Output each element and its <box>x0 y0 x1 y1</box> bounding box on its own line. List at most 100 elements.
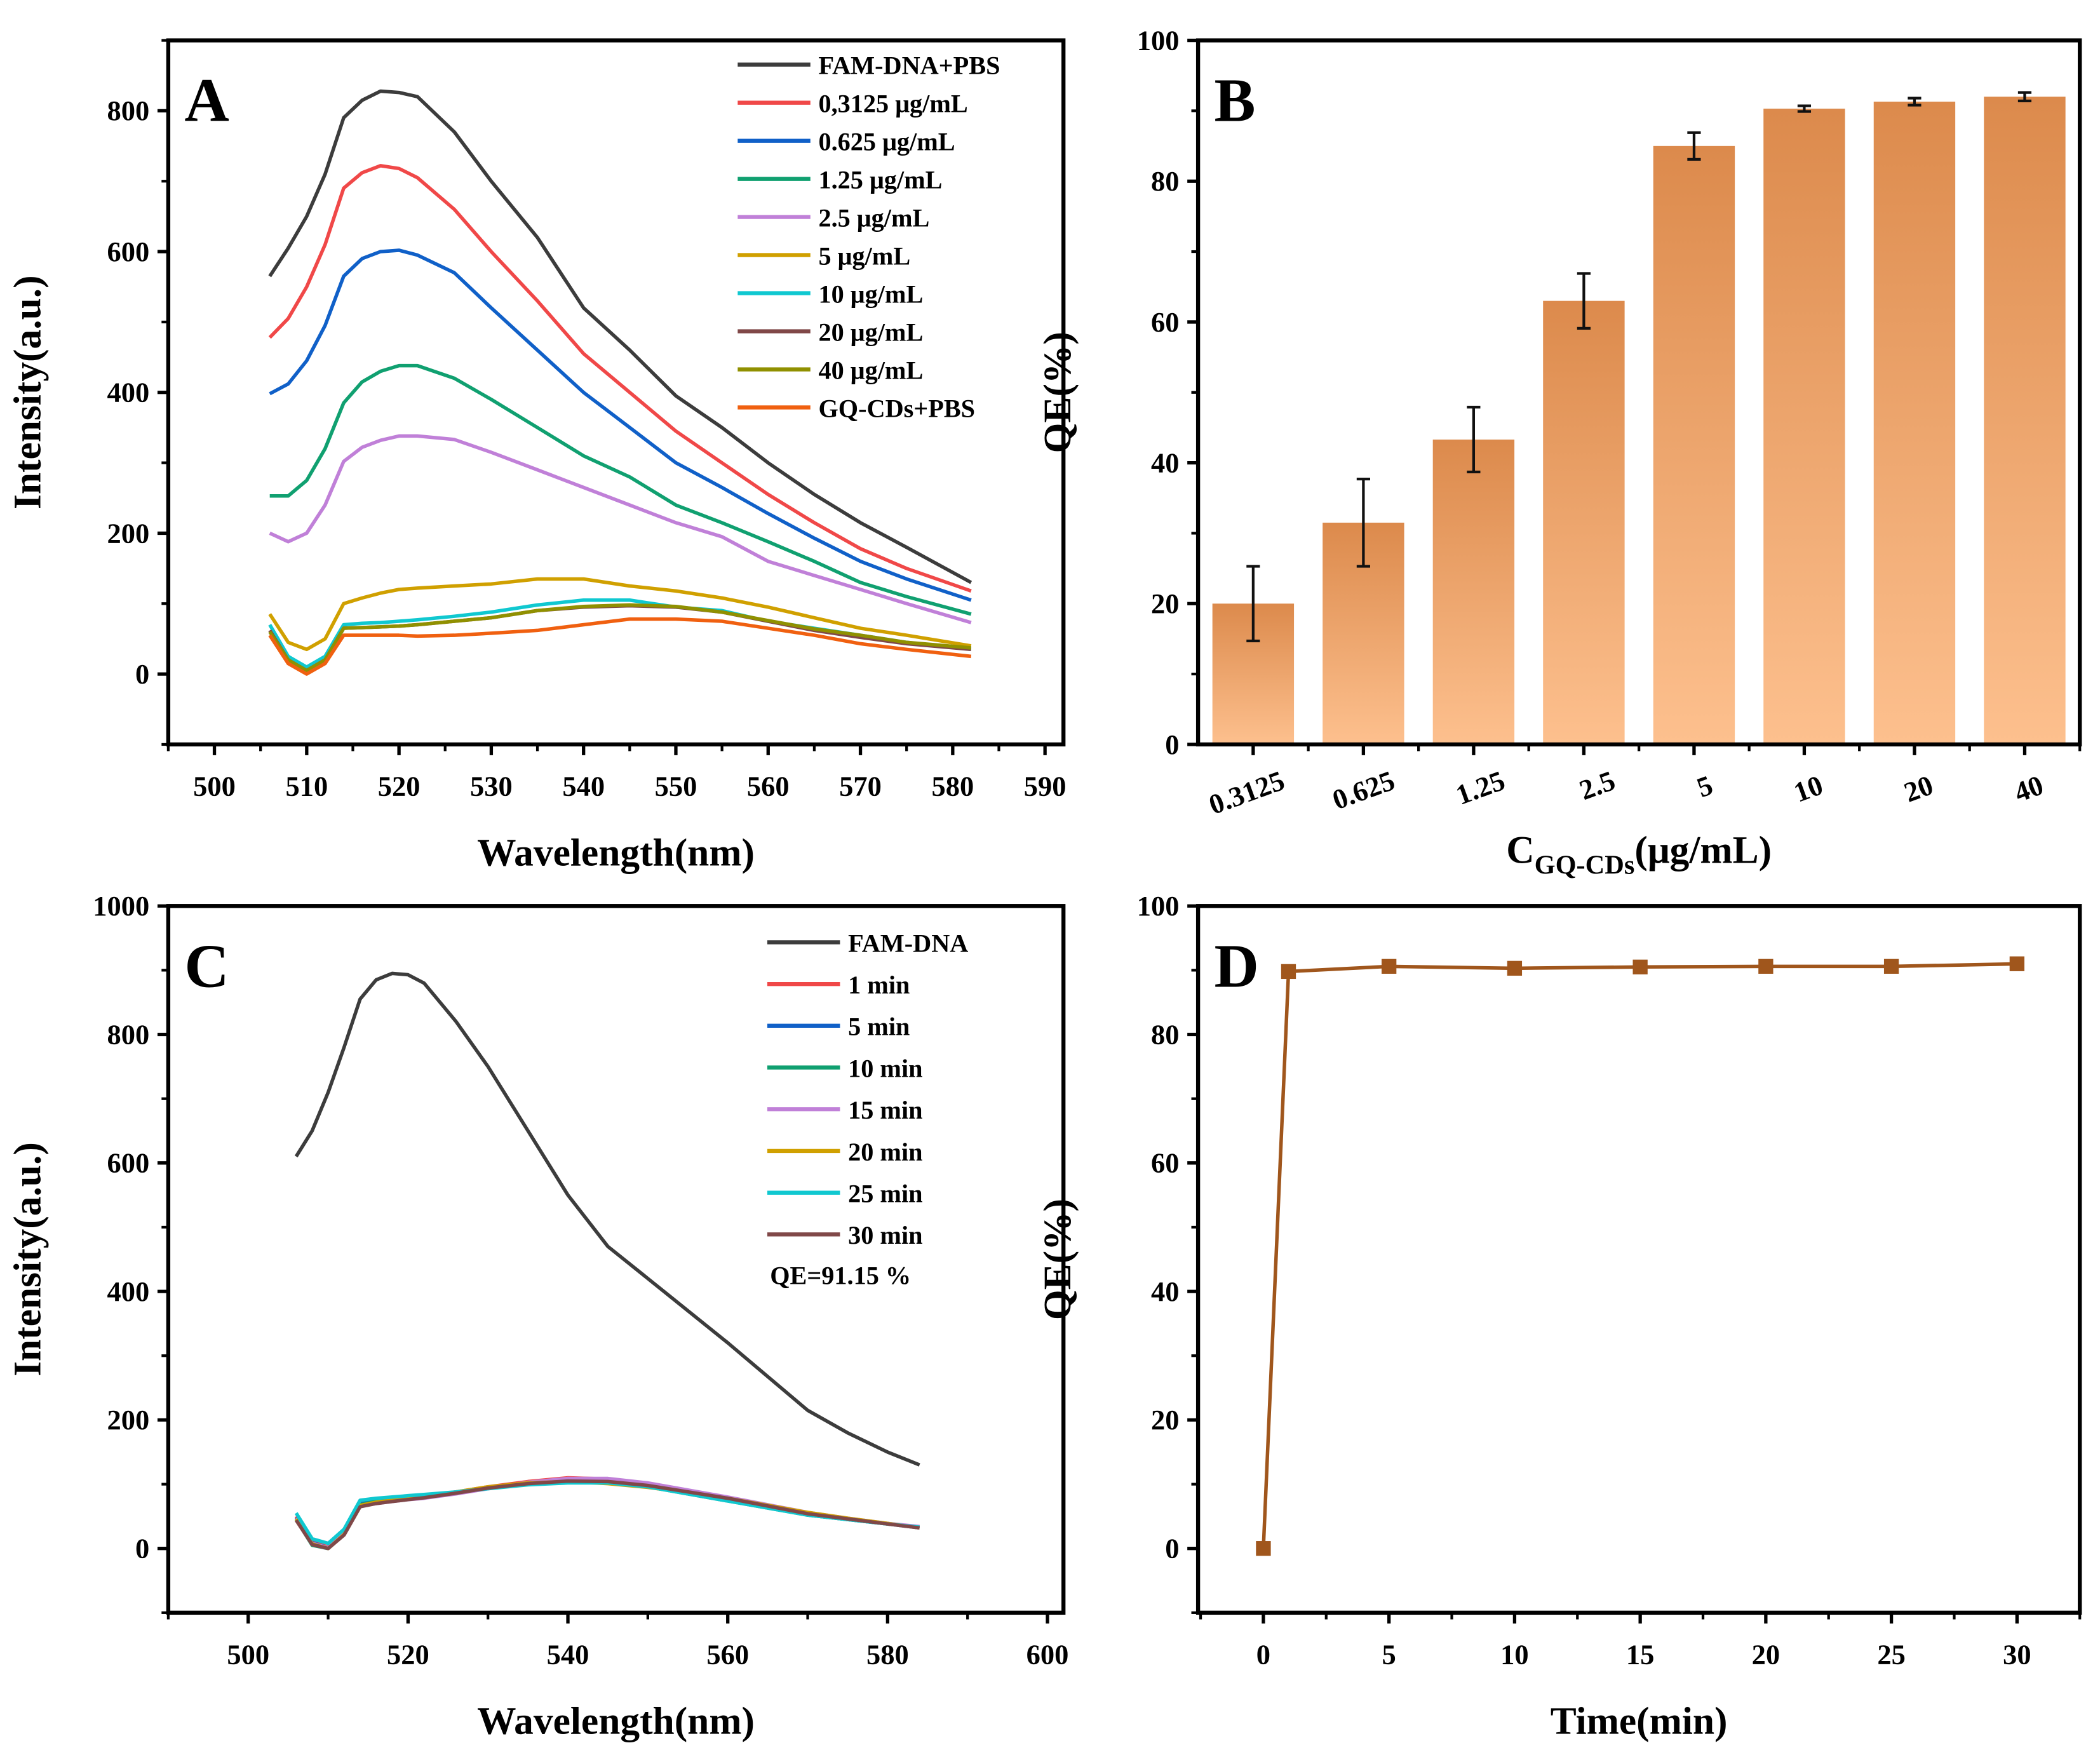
y-tick-label: 20 <box>1151 588 1180 619</box>
qe-annotation: QE=91.15 % <box>770 1262 911 1290</box>
bar <box>1763 109 1845 744</box>
x-tick-label: 510 <box>285 770 328 802</box>
x-axis-title: Wavelength(nm) <box>477 1700 755 1743</box>
legend-label: 20 min <box>848 1138 922 1166</box>
legend-label: 25 min <box>848 1179 922 1208</box>
legend-label: FAM-DNA+PBS <box>818 51 1000 80</box>
x-axis-title: CGQ-CDs(μg/mL) <box>1506 828 1772 880</box>
y-axis-title: Intensity(a.u.) <box>6 275 50 509</box>
x-axis-title-main: C <box>1506 828 1534 872</box>
x-tick-label: 15 <box>1626 1638 1655 1670</box>
y-tick-label: 600 <box>107 1147 149 1179</box>
panel-A: 0 200 400 600 800 500 510 520 530 540 550 560 570 580… <box>6 38 1067 875</box>
x-tick-label: 560 <box>747 770 790 802</box>
data-point <box>2009 956 2024 971</box>
legend-label: GQ-CDs+PBS <box>818 394 975 422</box>
panel-D: 0 20 40 60 80 100 0 5 10 15 20 25 30 D QE(%) Time(min) <box>1036 890 2082 1743</box>
series-line <box>294 971 920 1467</box>
y-tick-label: 40 <box>1151 1275 1180 1307</box>
y-tick-label: 200 <box>107 1404 149 1436</box>
series-line <box>1262 962 2017 1549</box>
legend-label: 5 min <box>848 1013 910 1041</box>
x-tick-label: 20 <box>1752 1638 1780 1670</box>
x-tick-label: 20 <box>1900 769 1937 808</box>
x-axis-title-sub: GQ-CDs <box>1535 850 1635 880</box>
x-tick-label: 590 <box>1024 770 1067 802</box>
y-tick-label: 100 <box>1137 24 1180 56</box>
panel-letter: C <box>184 932 229 1000</box>
x-tick-label: 30 <box>2003 1638 2031 1670</box>
x-tick-label: 10 <box>1789 769 1827 808</box>
x-tick-label: 550 <box>655 770 697 802</box>
data-point <box>1281 964 1296 979</box>
series-line <box>268 617 972 676</box>
panel-letter: D <box>1215 932 1259 1000</box>
x-tick-label: 500 <box>227 1638 269 1670</box>
y-tick-label: 200 <box>107 517 149 549</box>
legend: FAM-DNA 1 min 5 min 10 min 15 min 20 min 25 mi… <box>767 929 968 1249</box>
x-tick-label: 0.3125 <box>1204 764 1288 821</box>
series-line <box>268 164 972 593</box>
data-point <box>1883 959 1899 974</box>
y-tick-label: 0 <box>135 1533 149 1565</box>
series-line <box>268 603 972 673</box>
legend-label: 20 μg/mL <box>818 318 923 346</box>
x-axis-title-unit: (μg/mL) <box>1634 828 1772 872</box>
x-tick-label: 520 <box>387 1638 429 1670</box>
legend-label: 0.625 μg/mL <box>818 128 955 156</box>
y-tick-label: 60 <box>1151 306 1180 338</box>
x-tick-label: 0.625 <box>1328 764 1399 816</box>
y-tick-label: 80 <box>1151 1018 1180 1050</box>
legend-label: FAM-DNA <box>848 929 968 957</box>
data-point <box>1256 1541 1271 1556</box>
y-axis-title: QE(%) <box>1036 1199 1079 1320</box>
x-tick-label: 40 <box>2010 769 2047 808</box>
data-point <box>1382 959 1397 974</box>
legend-label: 10 min <box>848 1054 922 1082</box>
x-tick-label: 10 <box>1500 1638 1528 1670</box>
series-line <box>294 1479 920 1551</box>
series-line <box>268 89 973 584</box>
x-tick-label: 600 <box>1026 1638 1069 1670</box>
y-tick-label: 400 <box>107 377 149 408</box>
panel-letter: A <box>184 67 229 135</box>
data-point <box>1758 959 1774 974</box>
series-line <box>294 1481 920 1545</box>
series-line <box>294 1476 920 1549</box>
x-tick-label: 5 <box>1693 769 1717 804</box>
bar <box>1432 440 1515 744</box>
y-tick-label: 60 <box>1151 1147 1180 1179</box>
legend-label: 5 μg/mL <box>818 241 910 270</box>
x-tick-label: 540 <box>562 770 605 802</box>
x-axis-title: Time(min) <box>1551 1700 1728 1743</box>
legend-label: 15 min <box>848 1096 922 1124</box>
x-tick-label: 560 <box>706 1638 749 1670</box>
legend: FAM-DNA+PBS 0,3125 μg/mL 0.625 μg/mL 1.25 μ… <box>737 51 1000 422</box>
x-tick-label: 1.25 <box>1451 764 1509 811</box>
y-tick-label: 100 <box>1137 890 1180 922</box>
x-tick-label: 520 <box>378 770 421 802</box>
y-axis-title: QE(%) <box>1036 332 1079 453</box>
x-tick-label: 500 <box>193 770 236 802</box>
series-line <box>269 434 972 624</box>
x-tick-label: 0 <box>1256 1638 1270 1670</box>
bar <box>1984 97 2066 744</box>
legend-label: 1.25 μg/mL <box>818 165 942 194</box>
legend-label: 2.5 μg/mL <box>818 203 929 232</box>
series-line <box>269 363 972 616</box>
x-tick-label: 540 <box>547 1638 589 1670</box>
y-tick-label: 40 <box>1151 447 1180 478</box>
bar <box>1653 145 1735 744</box>
y-tick-label: 80 <box>1151 165 1180 197</box>
y-tick-label: 800 <box>107 95 149 126</box>
y-tick-label: 0 <box>1165 1533 1179 1565</box>
x-tick-label: 570 <box>839 770 882 802</box>
y-tick-label: 800 <box>107 1018 149 1050</box>
series-line <box>269 248 972 602</box>
y-tick-label: 20 <box>1151 1404 1180 1436</box>
series-line <box>294 1476 920 1550</box>
panel-B: 0 20 40 60 80 100 0.3125 0.625 1.25 2.5 5 10 20 40 B QE… <box>1036 24 2082 880</box>
series-line <box>268 577 972 652</box>
bar <box>1873 102 1956 744</box>
bar <box>1543 300 1625 744</box>
